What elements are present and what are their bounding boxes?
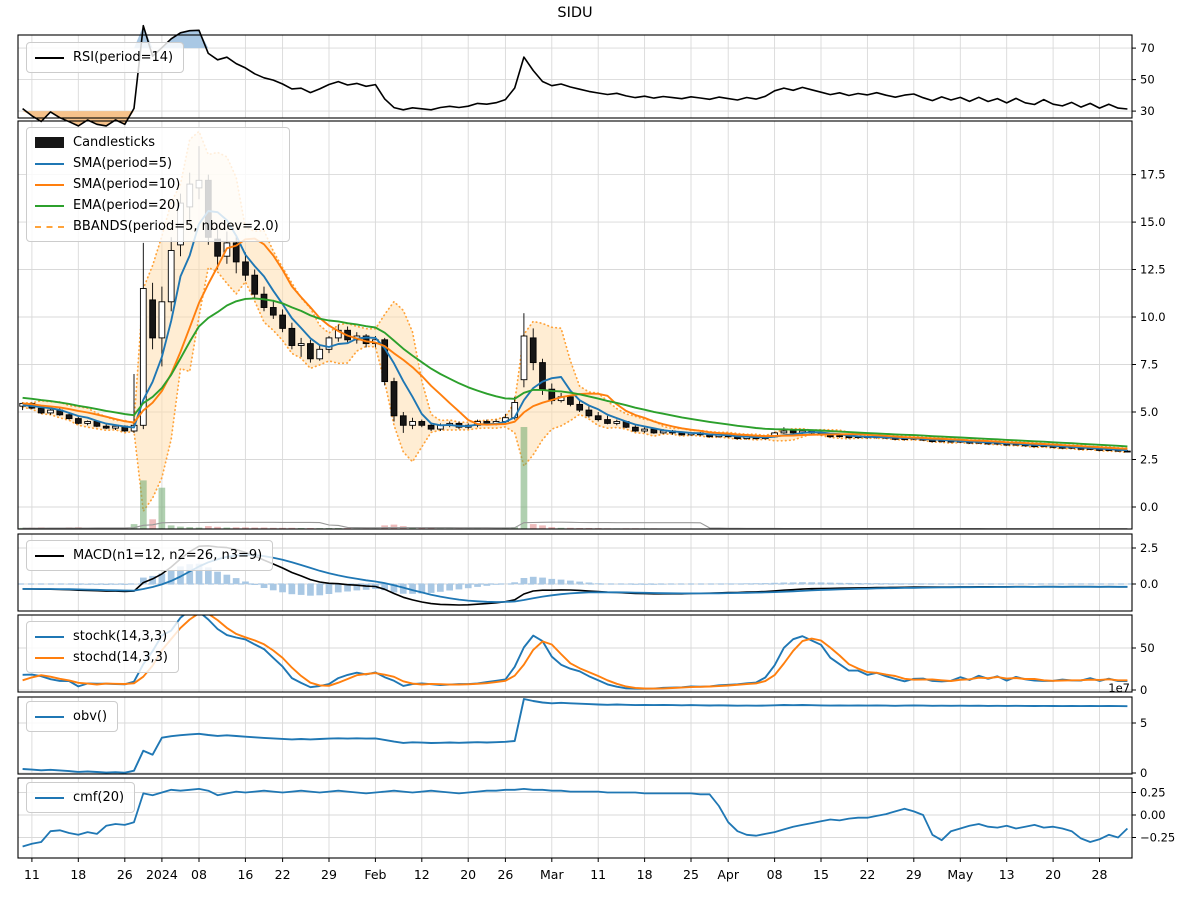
svg-text:26: 26	[117, 867, 133, 882]
svg-text:29: 29	[321, 867, 337, 882]
chart-title: SIDU	[557, 5, 593, 21]
legend-item: SMA(period=5)	[35, 153, 279, 174]
legend-label: obv()	[73, 709, 108, 724]
legend-label: stochd(14,3,3)	[73, 650, 168, 665]
legend-label: SMA(period=5)	[73, 156, 173, 171]
legend-label: stochk(14,3,3)	[73, 629, 168, 644]
stochd-swatch-icon	[35, 656, 64, 659]
svg-text:−0.25: −0.25	[1140, 831, 1175, 845]
svg-text:25: 25	[683, 867, 699, 882]
svg-text:16: 16	[237, 867, 253, 882]
svg-text:13: 13	[999, 867, 1015, 882]
svg-text:11: 11	[590, 867, 606, 882]
sma10-swatch-icon	[35, 183, 64, 186]
legend-item: EMA(period=20)	[35, 195, 279, 216]
candlesticks-swatch-icon	[35, 137, 64, 148]
svg-text:Mar: Mar	[540, 867, 564, 882]
rsi-line-swatch-icon	[35, 56, 64, 59]
svg-text:0.0: 0.0	[1140, 577, 1158, 591]
svg-text:30: 30	[1140, 104, 1155, 118]
svg-text:50: 50	[1140, 641, 1155, 655]
legend-label: Candlesticks	[73, 135, 156, 150]
svg-text:5: 5	[1140, 716, 1147, 730]
legend-item: obv()	[35, 706, 107, 727]
svg-text:0.25: 0.25	[1140, 786, 1166, 800]
svg-text:15.0: 15.0	[1140, 215, 1166, 229]
stochk-swatch-icon	[35, 635, 64, 638]
legend-item: RSI(period=14)	[35, 47, 173, 68]
legend-label: BBANDS(period=5, nbdev=2.0)	[73, 219, 279, 234]
legend-item: BBANDS(period=5, nbdev=2.0)	[35, 216, 279, 237]
svg-text:2.5: 2.5	[1140, 453, 1158, 467]
macd-legend: MACD(n1=12, n2=26, n3=9)	[26, 540, 274, 571]
svg-text:29: 29	[906, 867, 922, 882]
legend-label: RSI(period=14)	[73, 50, 174, 65]
svg-text:0: 0	[1140, 766, 1147, 780]
legend-label: EMA(period=20)	[73, 198, 181, 213]
svg-text:20: 20	[1045, 867, 1061, 882]
price-legend: Candlesticks SMA(period=5) SMA(period=10…	[26, 127, 290, 242]
sma5-swatch-icon	[35, 162, 64, 165]
svg-text:5.0: 5.0	[1140, 405, 1158, 419]
svg-text:2024: 2024	[146, 867, 178, 882]
svg-text:70: 70	[1140, 41, 1155, 55]
obv-swatch-icon	[35, 715, 64, 718]
legend-label: cmf(20)	[73, 790, 125, 805]
cmf-swatch-icon	[35, 796, 64, 799]
cmf-legend: cmf(20)	[26, 782, 136, 813]
svg-text:12.5: 12.5	[1140, 263, 1166, 277]
svg-text:0: 0	[1140, 683, 1147, 697]
svg-text:15: 15	[813, 867, 829, 882]
ema20-swatch-icon	[35, 204, 64, 207]
svg-text:17.5: 17.5	[1140, 168, 1166, 182]
svg-text:18: 18	[637, 867, 653, 882]
macd-line-swatch-icon	[35, 554, 64, 557]
svg-text:10.0: 10.0	[1140, 310, 1166, 324]
svg-text:18: 18	[70, 867, 86, 882]
svg-text:50: 50	[1140, 73, 1155, 87]
svg-text:0.00: 0.00	[1140, 808, 1166, 822]
svg-text:22: 22	[859, 867, 875, 882]
legend-label: MACD(n1=12, n2=26, n3=9)	[73, 548, 263, 563]
svg-text:7.5: 7.5	[1140, 358, 1158, 372]
svg-text:12: 12	[414, 867, 430, 882]
svg-text:1e7: 1e7	[1108, 681, 1130, 695]
legend-item: Candlesticks	[35, 132, 279, 153]
legend-item: SMA(period=10)	[35, 174, 279, 195]
svg-text:Apr: Apr	[717, 867, 739, 882]
rsi-legend: RSI(period=14)	[26, 42, 185, 73]
stoch-legend: stochk(14,3,3) stochd(14,3,3)	[26, 621, 179, 673]
svg-text:28: 28	[1092, 867, 1108, 882]
svg-text:11: 11	[24, 867, 40, 882]
svg-text:08: 08	[767, 867, 783, 882]
svg-text:0.0: 0.0	[1140, 500, 1158, 514]
legend-item: MACD(n1=12, n2=26, n3=9)	[35, 545, 262, 566]
svg-text:26: 26	[497, 867, 513, 882]
svg-text:2.5: 2.5	[1140, 541, 1158, 555]
obv-legend: obv()	[26, 701, 119, 732]
legend-label: SMA(period=10)	[73, 177, 181, 192]
legend-item: stochd(14,3,3)	[35, 647, 168, 668]
svg-text:20: 20	[460, 867, 476, 882]
bbands-swatch-icon	[35, 225, 64, 228]
legend-item: cmf(20)	[35, 787, 124, 808]
svg-text:May: May	[947, 867, 973, 882]
svg-text:Feb: Feb	[364, 867, 386, 882]
svg-text:22: 22	[275, 867, 291, 882]
legend-item: stochk(14,3,3)	[35, 626, 168, 647]
svg-text:08: 08	[191, 867, 207, 882]
